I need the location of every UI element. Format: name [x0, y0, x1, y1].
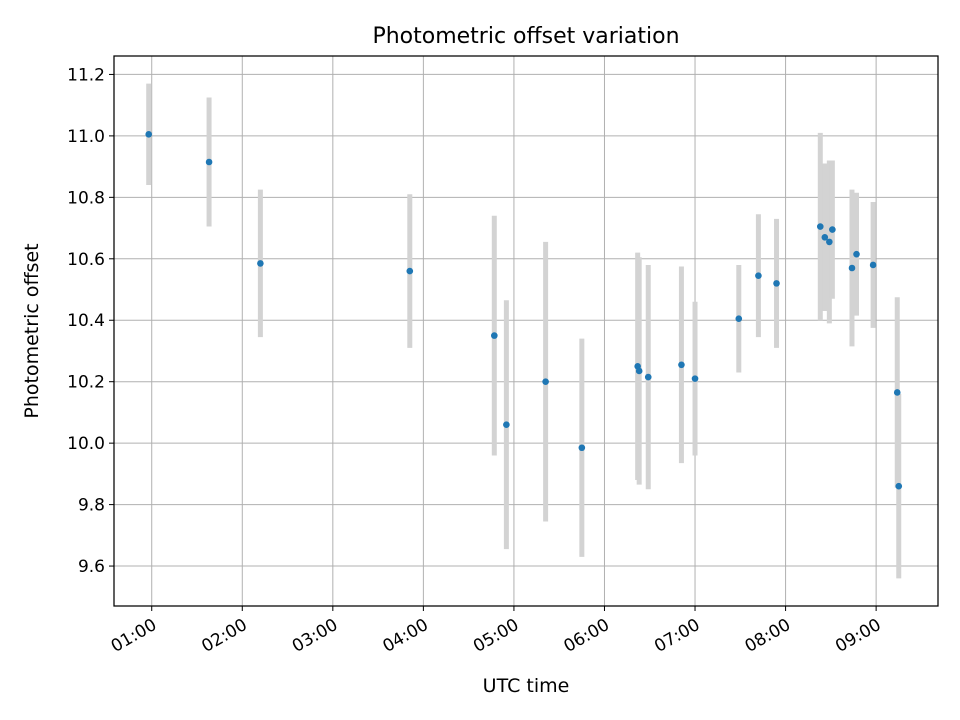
data-point — [503, 421, 510, 429]
data-point — [735, 315, 743, 323]
y-tick-label: 10.4 — [67, 311, 105, 331]
y-tick-label: 10.6 — [67, 250, 105, 270]
y-tick-label: 9.6 — [78, 557, 105, 577]
y-tick-label: 10.2 — [67, 373, 105, 393]
plot-area — [114, 56, 938, 606]
data-point — [644, 373, 652, 381]
data-point — [578, 444, 586, 452]
axes-frame — [113, 55, 939, 607]
data-point — [257, 260, 264, 267]
data-point — [853, 250, 860, 258]
data-point — [691, 375, 699, 382]
data-point — [755, 272, 762, 279]
y-tick-label: 11.0 — [67, 127, 105, 147]
data-point — [542, 378, 549, 385]
y-tick-label: 10.0 — [67, 434, 105, 454]
data-point — [848, 264, 856, 272]
data-point — [205, 158, 213, 166]
y-tick-label: 9.8 — [78, 496, 105, 516]
data-point — [869, 261, 877, 269]
data-point — [895, 482, 903, 490]
data-point — [635, 367, 643, 375]
data-point — [826, 238, 833, 246]
grid — [114, 56, 938, 606]
data-point — [773, 280, 780, 287]
data-point — [821, 233, 829, 241]
data-point — [829, 226, 836, 233]
data-point — [406, 267, 414, 275]
x-axis-label: UTC time — [483, 675, 570, 697]
data-point — [145, 131, 153, 138]
y-tick-label: 10.8 — [67, 188, 105, 208]
y-tick-label: 11.2 — [67, 65, 105, 85]
data-point — [678, 361, 685, 369]
y-axis-label: Photometric offset — [21, 243, 43, 418]
chart-title: Photometric offset variation — [372, 24, 679, 49]
data-points — [145, 131, 903, 490]
data-point — [491, 332, 498, 339]
data-point — [893, 389, 901, 396]
y-axis-ticks: 9.6 9.8 10.0 10.2 10.4 10.6 10.8 11.0 11.2 — [67, 65, 114, 577]
data-point — [816, 223, 824, 230]
